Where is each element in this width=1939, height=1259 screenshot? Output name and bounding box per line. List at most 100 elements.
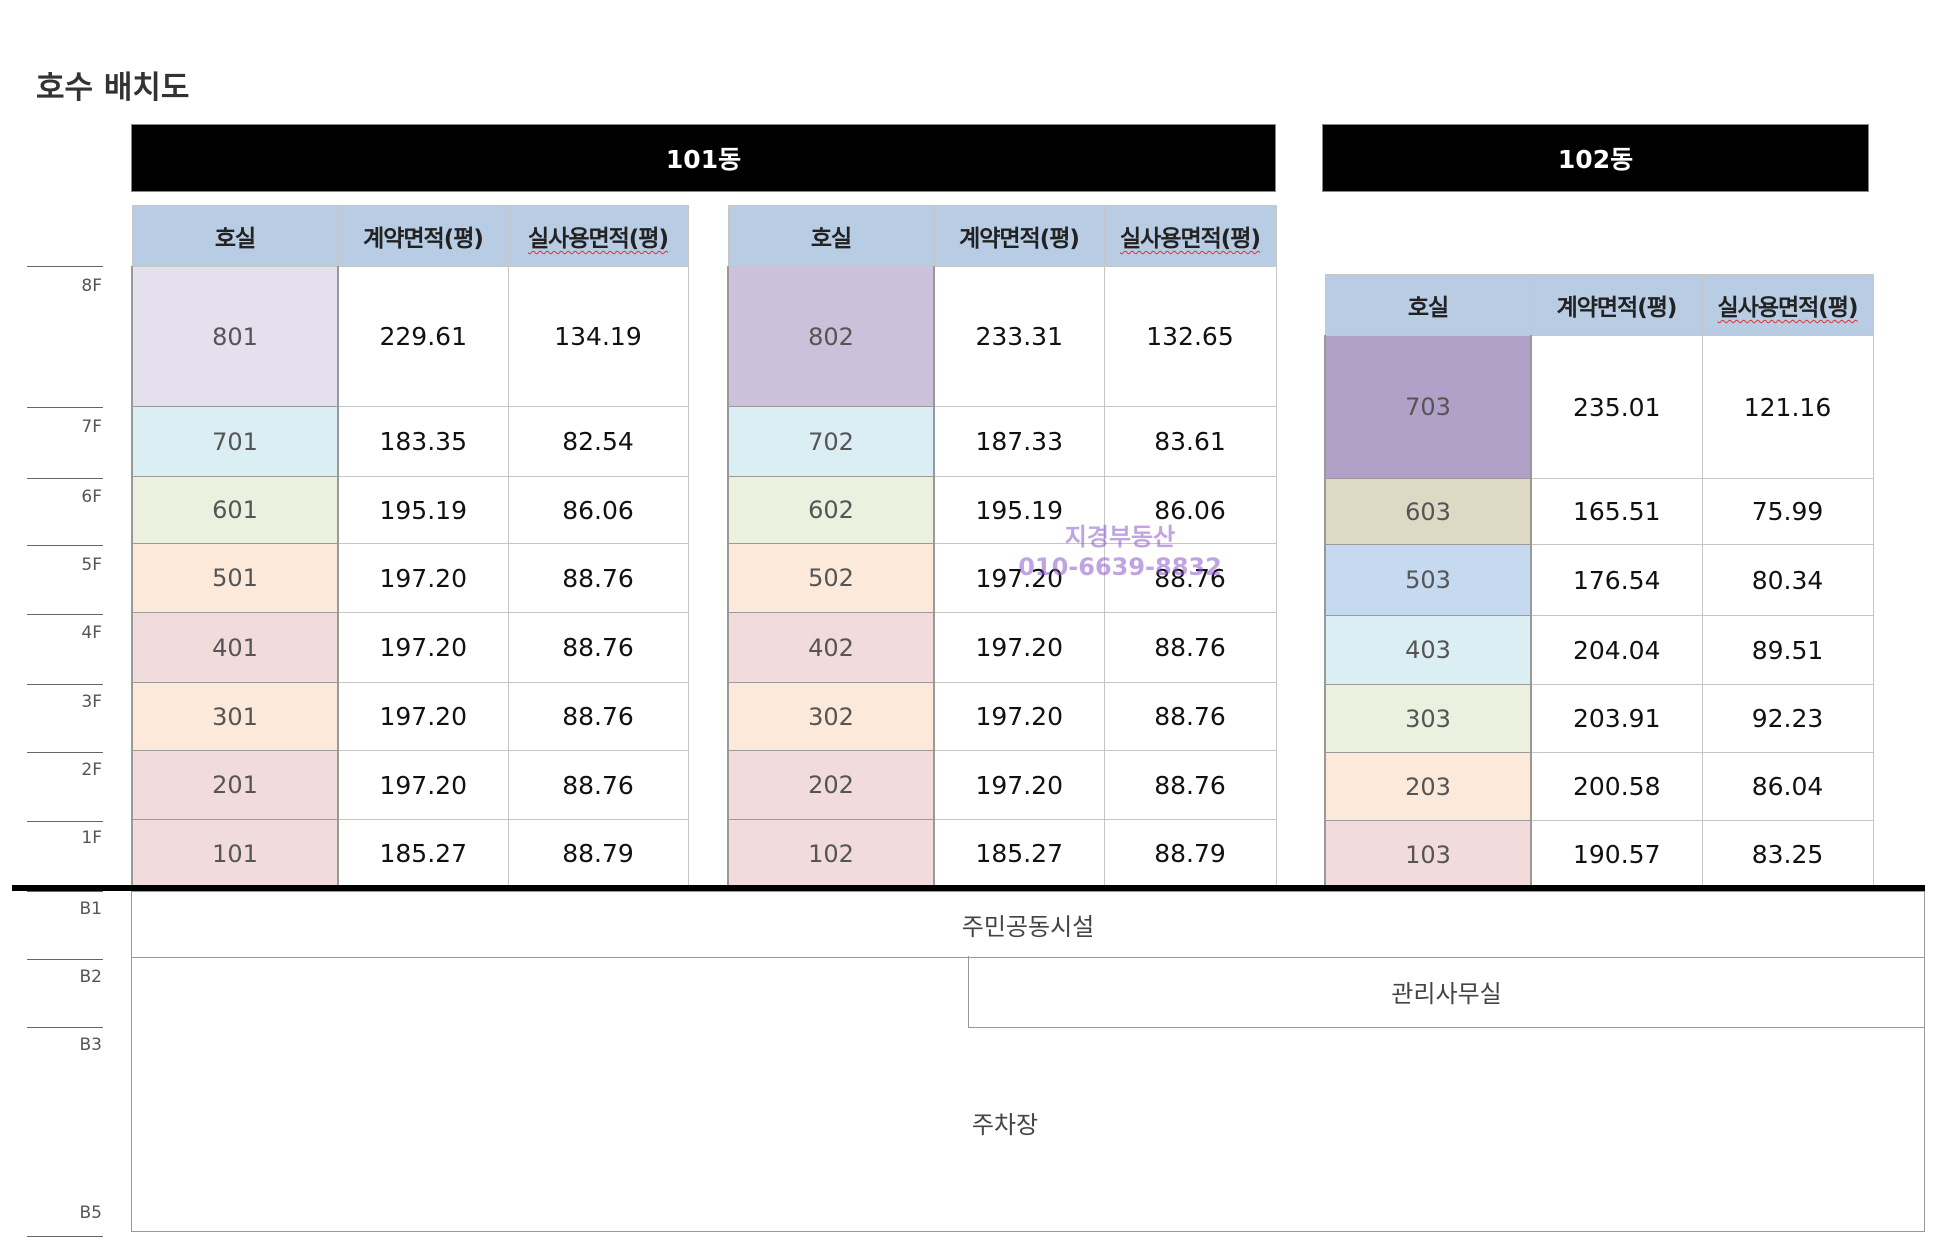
unit-cell: 201 bbox=[131, 750, 339, 820]
basement-b3-parking-label: 주차장 bbox=[971, 1111, 1039, 1139]
header-contract-area: 계약면적(평) bbox=[1530, 274, 1703, 336]
contract-area-cell: 185.27 bbox=[933, 819, 1105, 888]
exclusive-area-cell: 132.65 bbox=[1103, 266, 1277, 407]
floor-label: 6F bbox=[81, 487, 102, 507]
table-row: 802 233.31 132.65 bbox=[727, 266, 1277, 407]
unit-cell: 402 bbox=[727, 612, 935, 683]
exclusive-area-cell: 88.76 bbox=[507, 612, 689, 683]
unit-cell: 301 bbox=[131, 682, 339, 751]
header-exclusive-area: 실사용면적(평) bbox=[507, 205, 689, 267]
floor-line bbox=[27, 959, 103, 960]
exclusive-area-cell: 92.23 bbox=[1701, 684, 1874, 753]
unit-cell: 502 bbox=[727, 543, 935, 613]
floor-label: B2 bbox=[79, 967, 102, 987]
unit-cell: 102 bbox=[727, 819, 935, 888]
contract-area-cell: 204.04 bbox=[1530, 615, 1703, 685]
contract-area-cell: 197.20 bbox=[337, 682, 509, 751]
page-title: 호수 배치도 bbox=[36, 70, 190, 106]
exclusive-area-cell: 88.76 bbox=[507, 543, 689, 613]
basement-b2-office: 관리사무실 bbox=[968, 956, 1925, 1028]
watermark-name: 지경부동산 bbox=[1064, 523, 1176, 551]
table-row: 702 187.33 83.61 bbox=[727, 406, 1277, 477]
ground-line bbox=[12, 885, 1925, 891]
floor-label: 5F bbox=[81, 555, 102, 575]
contract-area-cell: 190.57 bbox=[1530, 820, 1703, 889]
unit-cell: 702 bbox=[727, 406, 935, 477]
exclusive-area-cell: 134.19 bbox=[507, 266, 689, 407]
floor-line bbox=[27, 1027, 103, 1028]
table-row: 201 197.20 88.76 bbox=[131, 750, 689, 820]
table-row: 801 229.61 134.19 bbox=[131, 266, 689, 407]
contract-area-cell: 200.58 bbox=[1530, 752, 1703, 821]
floor-label: B3 bbox=[79, 1035, 102, 1055]
table-row: 403 204.04 89.51 bbox=[1324, 615, 1874, 685]
table-row: 102 185.27 88.79 bbox=[727, 819, 1277, 888]
exclusive-area-cell: 86.06 bbox=[507, 476, 689, 544]
header-contract-area: 계약면적(평) bbox=[933, 205, 1105, 267]
unit-cell: 401 bbox=[131, 612, 339, 683]
basement-b1-label: 주민공동시설 bbox=[961, 913, 1095, 941]
exclusive-area-cell: 86.04 bbox=[1701, 752, 1874, 821]
contract-area-cell: 197.20 bbox=[933, 682, 1105, 751]
exclusive-area-cell: 89.51 bbox=[1701, 615, 1874, 685]
unit-cell: 503 bbox=[1324, 544, 1532, 616]
header-exclusive-area: 실사용면적(평) bbox=[1701, 274, 1874, 336]
table-row: 101 185.27 88.79 bbox=[131, 819, 689, 888]
unit-cell: 703 bbox=[1324, 335, 1532, 479]
exclusive-area-cell: 80.34 bbox=[1701, 544, 1874, 616]
unit-cell: 302 bbox=[727, 682, 935, 751]
unit-cell: 603 bbox=[1324, 478, 1532, 545]
floor-line bbox=[27, 614, 103, 615]
basement-lower-area bbox=[131, 956, 1925, 1232]
header-unit: 호실 bbox=[1324, 274, 1532, 336]
header-unit: 호실 bbox=[727, 205, 935, 267]
unit-cell: 103 bbox=[1324, 820, 1532, 889]
contract-area-cell: 183.35 bbox=[337, 406, 509, 477]
table-row: 703 235.01 121.16 bbox=[1324, 335, 1874, 479]
watermark-phone: 010-6639-8832 bbox=[1018, 553, 1222, 581]
table-row: 701 183.35 82.54 bbox=[131, 406, 689, 477]
contract-area-cell: 195.19 bbox=[933, 476, 1105, 544]
contract-area-cell: 165.51 bbox=[1530, 478, 1703, 545]
floor-line bbox=[27, 478, 103, 479]
floor-line bbox=[27, 752, 103, 753]
contract-area-cell: 197.20 bbox=[933, 612, 1105, 683]
header-exclusive-area: 실사용면적(평) bbox=[1103, 205, 1277, 267]
exclusive-area-cell: 82.54 bbox=[507, 406, 689, 477]
table-row: 301 197.20 88.76 bbox=[131, 682, 689, 751]
exclusive-area-cell: 88.79 bbox=[507, 819, 689, 888]
floor-label: 4F bbox=[81, 623, 102, 643]
contract-area-cell: 197.20 bbox=[337, 543, 509, 613]
table-101-left: 호실 계약면적(평) 실사용면적(평) 801 229.61 134.19 701 18… bbox=[131, 205, 689, 888]
floor-line bbox=[27, 407, 103, 408]
contract-area-cell: 235.01 bbox=[1530, 335, 1703, 479]
floor-label: 2F bbox=[81, 760, 102, 780]
unit-cell: 101 bbox=[131, 819, 339, 888]
floor-label: B5 bbox=[79, 1203, 102, 1223]
basement-b2-label: 관리사무실 bbox=[1391, 980, 1502, 1008]
floor-line bbox=[27, 891, 103, 892]
basement-b1-community: 주민공동시설 bbox=[131, 891, 1925, 958]
floor-line bbox=[27, 266, 103, 267]
floor-label: 7F bbox=[81, 417, 102, 437]
contract-area-cell: 229.61 bbox=[337, 266, 509, 407]
header-contract-area: 계약면적(평) bbox=[337, 205, 509, 267]
exclusive-area-cell: 88.76 bbox=[507, 682, 689, 751]
exclusive-area-cell: 88.76 bbox=[1103, 612, 1277, 683]
unit-cell: 501 bbox=[131, 543, 339, 613]
table-row: 402 197.20 88.76 bbox=[727, 612, 1277, 683]
unit-cell: 601 bbox=[131, 476, 339, 544]
table-row: 202 197.20 88.76 bbox=[727, 750, 1277, 820]
building-102-header: 102동 bbox=[1322, 124, 1869, 192]
contract-area-cell: 197.20 bbox=[933, 750, 1105, 820]
building-101-header: 101동 bbox=[131, 124, 1276, 192]
unit-cell: 203 bbox=[1324, 752, 1532, 821]
exclusive-area-cell: 75.99 bbox=[1701, 478, 1874, 545]
table-102: 호실 계약면적(평) 실사용면적(평) 703 235.01 121.16 603 16… bbox=[1324, 274, 1874, 889]
table-row: 401 197.20 88.76 bbox=[131, 612, 689, 683]
table-row: 503 176.54 80.34 bbox=[1324, 544, 1874, 616]
floor-label: B1 bbox=[79, 899, 102, 919]
unit-cell: 701 bbox=[131, 406, 339, 477]
floor-line bbox=[27, 821, 103, 822]
contract-area-cell: 203.91 bbox=[1530, 684, 1703, 753]
